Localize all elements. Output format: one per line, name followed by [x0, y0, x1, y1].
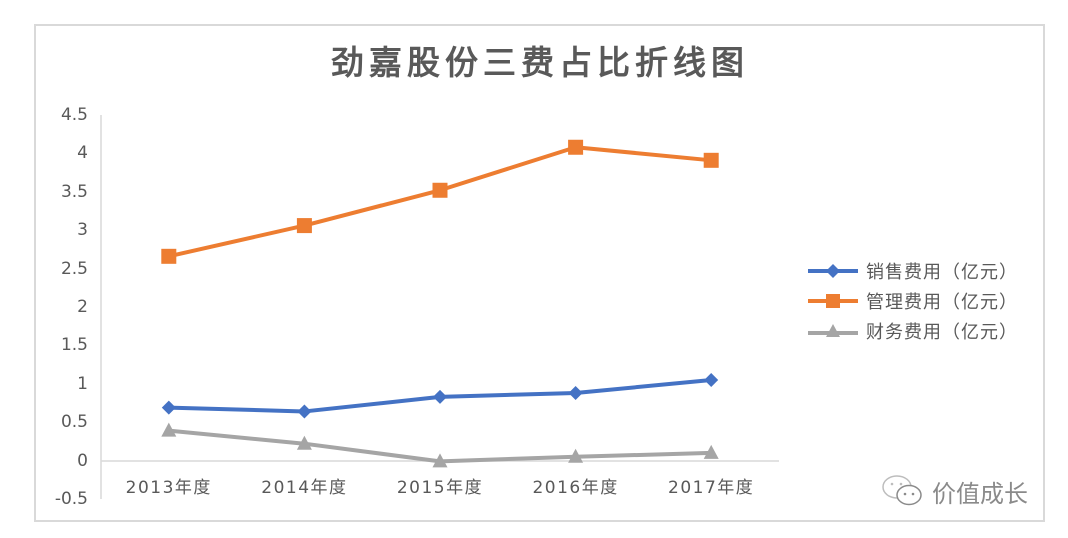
series-layer: [161, 139, 719, 468]
triangle-marker-icon: [808, 324, 858, 337]
series-line: [168, 145, 712, 259]
y-tick-label: 0.5: [60, 412, 88, 433]
x-tick-label: 2016年度: [532, 478, 619, 498]
square-marker: [296, 218, 312, 234]
legend-label: 财务费用（亿元）: [866, 322, 1018, 343]
diamond-marker: [161, 400, 176, 415]
x-tick-label: 2013年度: [125, 478, 212, 498]
square-marker: [161, 248, 177, 264]
square-marker-icon: [808, 294, 858, 308]
legend-item-admin: 管理费用（亿元）: [806, 286, 1018, 316]
square-marker: [432, 182, 448, 198]
watermark-text: 价值成长: [932, 479, 1028, 508]
legend-label: 管理费用（亿元）: [866, 292, 1018, 313]
y-tick-label: 4.5: [60, 105, 88, 125]
chart-title: 劲嘉股份三费占比折线图: [331, 43, 749, 82]
y-tick-label: 4: [77, 143, 88, 164]
watermark: 价值成长: [880, 473, 1028, 509]
wechat-icon: [882, 475, 922, 506]
legend-item-finance: 财务费用（亿元）: [806, 316, 1018, 346]
diamond-marker: [568, 386, 583, 401]
diamond-marker: [433, 389, 447, 404]
x-tick-label: 2014年度: [261, 478, 348, 498]
square-marker: [703, 152, 719, 168]
triangle-marker: [296, 435, 312, 450]
x-tick-label: 2015年度: [396, 478, 484, 498]
legend-item-sales: 销售费用（亿元）: [806, 256, 1018, 286]
y-tick-label: 0: [77, 450, 88, 471]
legend-label: 销售费用（亿元）: [866, 262, 1018, 283]
y-tick-label: 1: [77, 373, 88, 394]
diamond-marker: [704, 372, 719, 387]
y-tick-label: 1.5: [60, 335, 88, 356]
y-tick-label: 3.5: [60, 181, 88, 202]
triangle-marker: [432, 453, 448, 468]
diamond-marker: [297, 404, 312, 419]
triangle-marker: [568, 448, 584, 463]
y-tick-label: 3: [77, 220, 88, 241]
triangle-marker: [161, 422, 177, 437]
chart-frame: [34, 24, 1045, 522]
y-tick-label: -0.5: [54, 489, 88, 509]
x-tick-label: 2017年度: [668, 478, 755, 498]
diamond-marker-icon: [808, 264, 858, 278]
y-tick-label: 2.5: [60, 258, 88, 279]
square-marker: [568, 139, 584, 155]
triangle-marker: [703, 444, 719, 459]
y-tick-label: 2: [77, 297, 88, 317]
legend: 销售费用（亿元） 管理费用（亿元） 财务费用（亿元）: [806, 256, 1018, 346]
